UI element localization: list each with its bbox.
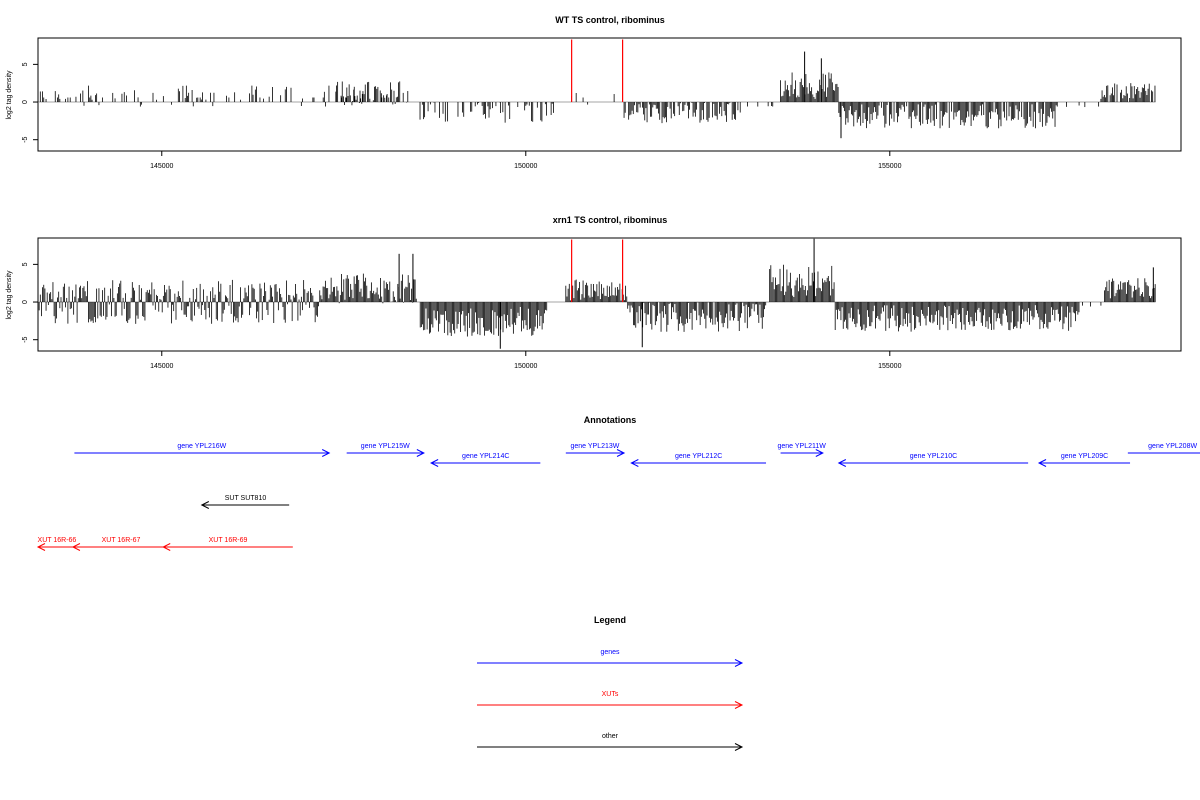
- legend-title: Legend: [594, 615, 626, 625]
- arrow-head-icon: [630, 459, 639, 467]
- plot-frame-wt: [37, 37, 1182, 152]
- y-tick-label: -5: [22, 136, 29, 142]
- xut-label: XUT 16R-66: [38, 537, 77, 544]
- gene-label: gene YPL211W: [778, 443, 827, 450]
- gene-label: gene YPL214C: [462, 453, 509, 460]
- x-tick-label: 145000: [150, 163, 173, 170]
- xut-label: XUT 16R-69: [209, 537, 248, 544]
- legend-label: XUTs: [602, 691, 619, 698]
- arrow-head-icon: [416, 449, 425, 457]
- legend-item: other: [477, 733, 744, 751]
- gene-label: gene YPL216W: [177, 443, 226, 450]
- arrow-head-icon: [1037, 459, 1047, 467]
- track-panel-wt: WT TS control, ribominus log2 tag densit…: [6, 15, 1182, 170]
- y-tick-label: 5: [22, 262, 29, 266]
- gene-feature: gene YPL215W: [346, 443, 425, 457]
- x-tick-label: 150000: [514, 363, 537, 370]
- xut-feature: XUT 16R-69: [162, 537, 293, 551]
- arrow-head-icon: [734, 659, 744, 667]
- x-tick-label: 155000: [878, 163, 901, 170]
- xut-feature: XUT 16R-66: [36, 537, 77, 551]
- y-tick-label: 0: [22, 100, 29, 104]
- gene-feature: gene YPL208W: [1127, 443, 1200, 454]
- xut-feature: XUT 16R-67: [71, 537, 170, 551]
- arrow-head-icon: [162, 543, 171, 551]
- gene-feature: gene YPL214C: [430, 453, 541, 467]
- arrow-head-icon: [837, 459, 847, 467]
- gene-label: gene YPL209C: [1061, 453, 1108, 460]
- legend-panel: Legend genes XUTs other: [477, 615, 744, 751]
- track-title-wt: WT TS control, ribominus: [555, 15, 665, 25]
- x-tick-label: 155000: [878, 363, 901, 370]
- arrow-head-icon: [734, 701, 744, 709]
- x-tick-label: 150000: [514, 163, 537, 170]
- y-axis-label-wt: log2 tag density: [6, 70, 13, 120]
- bars-xrn1: [37, 238, 1156, 349]
- gene-label: gene YPL215W: [361, 443, 410, 450]
- legend-label: genes: [600, 649, 620, 656]
- legend-label: other: [602, 733, 619, 740]
- x-tick-label: 145000: [150, 363, 173, 370]
- legend-item: XUTs: [477, 691, 744, 709]
- gene-label: gene YPL213W: [570, 443, 619, 450]
- annotations-panel: Annotations gene YPL216W gene YPL215Wgene…: [36, 415, 1200, 551]
- gene-label: gene YPL210C: [910, 453, 957, 460]
- legend-items: genes XUTs other: [477, 649, 744, 751]
- other-label: SUT SUT810: [225, 495, 267, 502]
- plot-frame-xrn1: [37, 237, 1182, 352]
- gene-feature: gene YPL216W: [74, 443, 331, 457]
- arrow-head-icon: [321, 449, 331, 457]
- gene-feature: gene YPL211W: [778, 443, 827, 457]
- annotations-title: Annotations: [584, 415, 637, 425]
- y-tick-label: -5: [22, 336, 29, 342]
- xut-label: XUT 16R-67: [102, 537, 141, 544]
- gene-feature: gene YPL212C: [630, 453, 767, 467]
- arrow-head-icon: [36, 543, 46, 551]
- arrow-head-icon: [430, 459, 439, 467]
- arrow-head-icon: [815, 449, 824, 457]
- arrow-head-icon: [734, 743, 744, 751]
- arrow-head-icon: [71, 543, 81, 551]
- gene-label: gene YPL212C: [675, 453, 722, 460]
- track-title-xrn1: xrn1 TS control, ribominus: [553, 215, 668, 225]
- y-tick-label: 0: [22, 300, 29, 304]
- y-tick-label: 5: [22, 62, 29, 66]
- gene-feature: gene YPL213W: [565, 443, 626, 457]
- gene-label: gene YPL208W: [1148, 443, 1197, 450]
- arrow-head-icon: [200, 501, 210, 509]
- gene-feature: gene YPL210C: [837, 453, 1029, 467]
- legend-item: genes: [477, 649, 744, 667]
- axes-wt: -5 0 5 145000 150000 155000: [22, 62, 1156, 170]
- y-axis-label-xrn1: log2 tag density: [6, 270, 13, 320]
- gene-feature: gene YPL209C: [1037, 453, 1131, 467]
- bars-wt: [37, 39, 1156, 139]
- other-feature: SUT SUT810: [200, 495, 290, 509]
- track-panel-xrn1: xrn1 TS control, ribominus log2 tag dens…: [6, 215, 1182, 370]
- arrow-head-icon: [616, 449, 626, 457]
- annotation-features: gene YPL216W gene YPL215W gene YPL214C gene…: [36, 443, 1200, 551]
